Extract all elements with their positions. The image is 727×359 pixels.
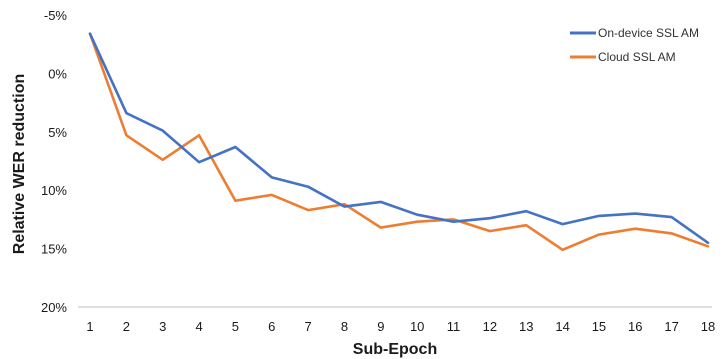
x-tick-label: 12: [483, 319, 497, 334]
y-tick-label: -5%: [44, 8, 68, 23]
x-tick-label: 11: [447, 319, 461, 334]
series-lines: [88, 32, 710, 252]
x-axis-ticks: 1 2 3 4 5 6 7 8 9 10 11 12 13 14 15 16 17 18: [86, 319, 715, 334]
y-axis-ticks: -5% 0% 5% 10% 15% 20%: [41, 8, 67, 315]
x-tick-label: 3: [159, 319, 166, 334]
x-tick-label: 13: [519, 319, 533, 334]
legend-label: Cloud SSL AM: [598, 50, 676, 64]
x-tick-label: 7: [305, 319, 312, 334]
x-tick-label: 2: [123, 319, 130, 334]
x-tick-label: 5: [232, 319, 239, 334]
legend: On-device SSL AM Cloud SSL AM: [570, 26, 699, 64]
legend-label: On-device SSL AM: [598, 26, 699, 40]
x-axis-title: Sub-Epoch: [353, 341, 437, 358]
x-tick-label: 15: [592, 319, 606, 334]
x-tick-label: 8: [341, 319, 348, 334]
x-tick-label: 4: [195, 319, 202, 334]
x-tick-label: 1: [86, 319, 93, 334]
x-tick-label: 10: [410, 319, 424, 334]
x-tick-label: 6: [268, 319, 275, 334]
series-line: [88, 32, 710, 252]
x-tick-label: 16: [628, 319, 642, 334]
y-axis-title: Relative WER reduction: [11, 74, 28, 254]
series-line: [88, 32, 710, 245]
x-tick-label: 18: [701, 319, 715, 334]
y-tick-label: 15%: [41, 242, 67, 257]
x-tick-label: 17: [664, 319, 678, 334]
y-tick-label: 10%: [41, 183, 67, 198]
y-tick-label: 0%: [48, 66, 67, 81]
x-tick-label: 14: [555, 319, 569, 334]
y-tick-label: 5%: [48, 125, 67, 140]
x-tick-label: 9: [377, 319, 384, 334]
y-tick-label: 20%: [41, 300, 67, 315]
